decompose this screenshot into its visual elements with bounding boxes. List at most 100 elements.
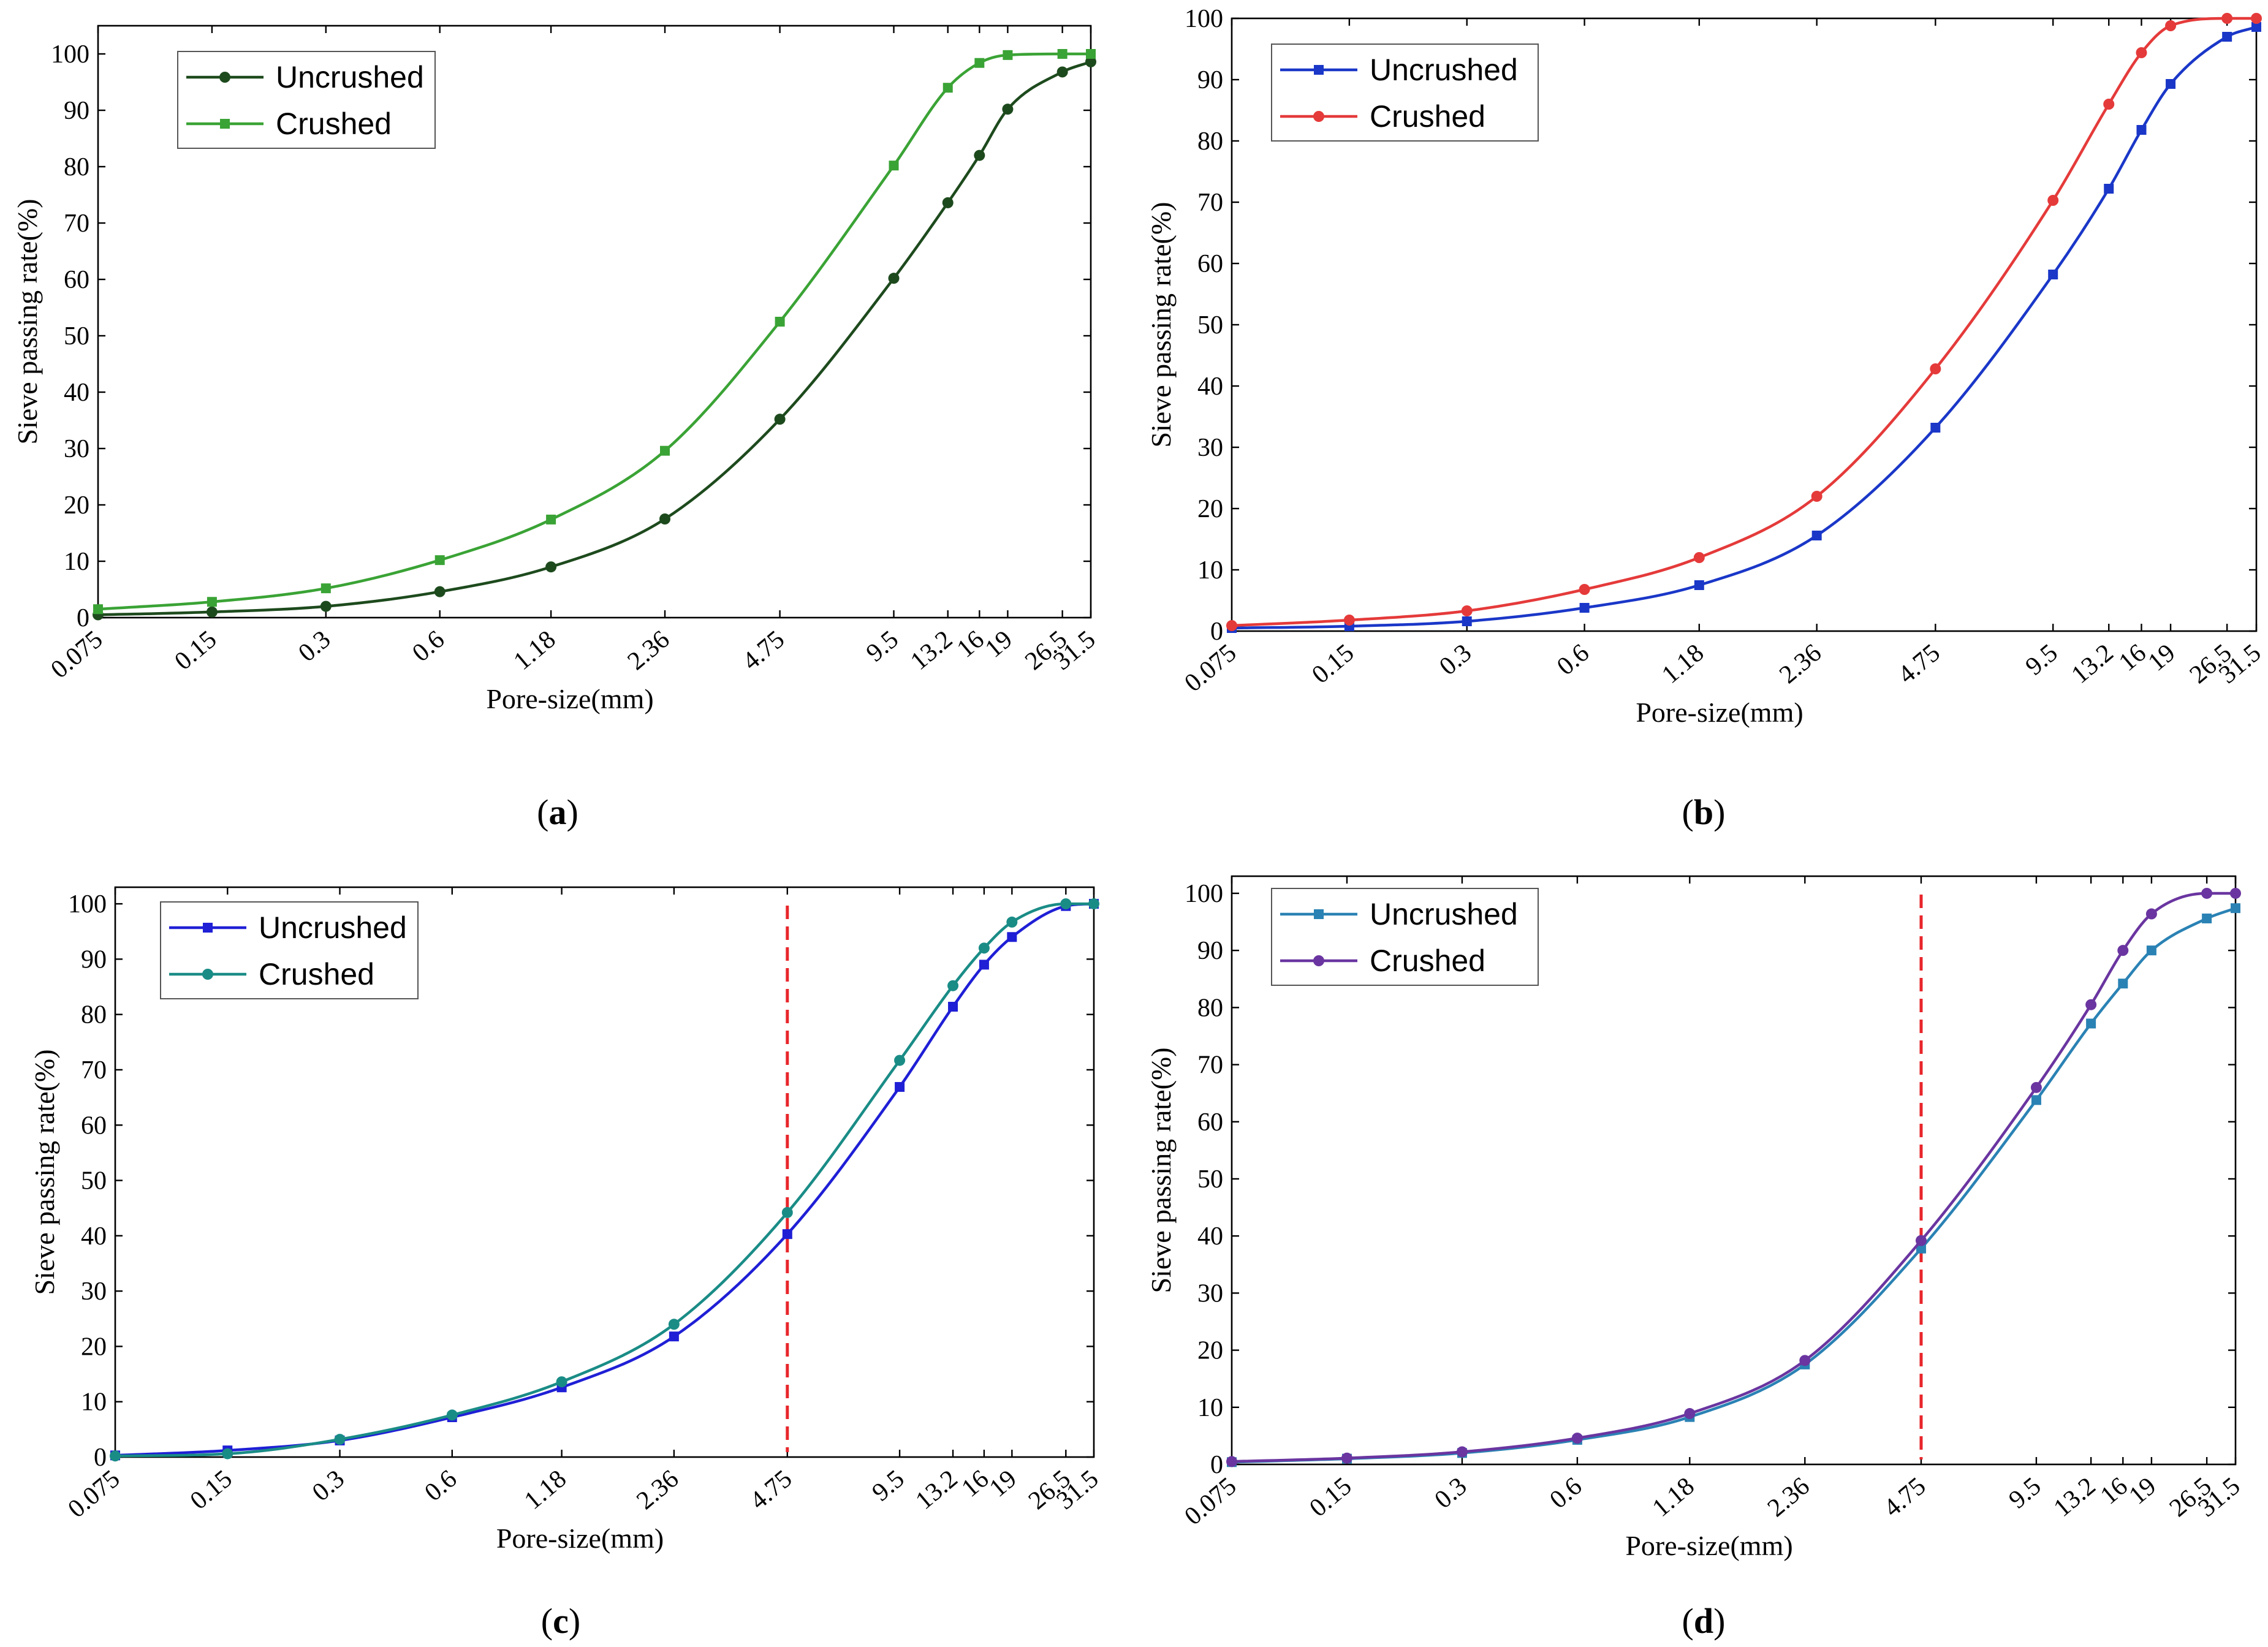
x-tick-label: 2.36 bbox=[1762, 1472, 1815, 1522]
data-point-crushed bbox=[2165, 20, 2177, 31]
y-tick-label: 10 bbox=[64, 548, 89, 576]
data-point-uncrushed bbox=[2166, 79, 2176, 89]
plot-frame bbox=[1231, 875, 2237, 1466]
x-tick-label: 19 bbox=[2124, 1472, 2162, 1510]
data-point-uncrushed bbox=[659, 513, 671, 524]
data-point-uncrushed bbox=[320, 600, 332, 612]
y-tick-label: 10 bbox=[1197, 556, 1223, 585]
x-tick-label: 1.18 bbox=[509, 625, 561, 675]
panel-caption: (b) bbox=[1682, 792, 1726, 832]
legend-box bbox=[177, 51, 436, 149]
data-point-crushed bbox=[1088, 898, 1099, 910]
y-tick-label: 80 bbox=[1197, 127, 1223, 156]
caption-letter: b bbox=[1694, 792, 1713, 832]
data-point-uncrushed bbox=[974, 150, 985, 161]
data-point-uncrushed bbox=[782, 1229, 792, 1240]
x-tick-label: 2.36 bbox=[631, 1464, 684, 1515]
caption-close-paren: ) bbox=[1713, 792, 1725, 832]
legend-swatch-marker bbox=[1314, 65, 1324, 75]
data-point-crushed bbox=[942, 83, 953, 93]
data-point-crushed bbox=[2221, 13, 2233, 24]
legend: Uncrushed Crushed bbox=[160, 901, 419, 999]
y-tick-label: 100 bbox=[68, 890, 107, 918]
data-point-crushed bbox=[2251, 13, 2262, 24]
chart-panel-a: 0 10 20 30 40 50 60 70 80 90 100 0.075 0.15 0.3 0.6 1.1… bbox=[12, 25, 1101, 832]
data-point-uncrushed bbox=[206, 606, 218, 618]
data-point-crushed bbox=[1226, 620, 1237, 631]
caption-open-paren: ( bbox=[537, 792, 548, 832]
y-tick-label: 60 bbox=[1197, 250, 1223, 278]
data-point-crushed bbox=[2145, 908, 2157, 920]
data-point-uncrushed bbox=[2231, 903, 2240, 914]
y-tick-label: 40 bbox=[1197, 1222, 1223, 1251]
data-point-uncrushed bbox=[1916, 1243, 1926, 1254]
data-point-crushed bbox=[1799, 1355, 1811, 1366]
data-point-crushed bbox=[1006, 916, 1018, 928]
x-tick-label: 4.75 bbox=[1879, 1472, 1932, 1522]
x-tick-label: 13.2 bbox=[2049, 1472, 2101, 1522]
x-tick-label: 19 bbox=[2143, 638, 2181, 676]
data-point-uncrushed bbox=[1007, 932, 1017, 942]
data-point-crushed bbox=[1341, 1452, 1352, 1464]
y-tick-label: 0 bbox=[1210, 618, 1223, 646]
data-point-uncrushed bbox=[1056, 66, 1068, 78]
legend-label: Uncrushed bbox=[276, 60, 424, 94]
y-tick-label: 30 bbox=[1197, 434, 1223, 462]
x-tick-label: 2.36 bbox=[623, 625, 675, 675]
x-tick-label: 4.75 bbox=[737, 625, 790, 675]
legend-box bbox=[160, 901, 419, 999]
data-point-uncrushed bbox=[948, 1002, 958, 1012]
caption-letter: a bbox=[549, 792, 567, 832]
data-point-crushed bbox=[2047, 195, 2059, 206]
x-tick-label: 0.075 bbox=[45, 625, 108, 684]
data-point-uncrushed bbox=[2086, 1018, 2096, 1029]
y-axis-title: Sieve passing rate(%) bbox=[1145, 1047, 1177, 1293]
data-point-crushed bbox=[1343, 615, 1355, 626]
x-axis-title: Pore-size(mm) bbox=[496, 1523, 664, 1554]
chart-panel-d: 0 10 20 30 40 50 60 70 80 90 100 0.075 0.15 0.3 0.6 1.1… bbox=[1145, 875, 2245, 1641]
x-axis-title: Pore-size(mm) bbox=[1636, 697, 1803, 728]
data-point-crushed bbox=[556, 1376, 567, 1388]
data-point-crushed bbox=[1930, 363, 1941, 374]
data-point-uncrushed bbox=[1462, 616, 1472, 626]
data-point-crushed bbox=[2230, 887, 2241, 899]
legend-box bbox=[1271, 888, 1539, 986]
data-point-uncrushed bbox=[979, 960, 989, 970]
legend-label: Crushed bbox=[259, 957, 374, 991]
data-point-crushed bbox=[2117, 945, 2129, 956]
data-point-crushed bbox=[1579, 584, 1590, 595]
data-point-crushed bbox=[320, 583, 331, 594]
legend-swatch-marker bbox=[1313, 955, 1324, 966]
y-tick-label: 20 bbox=[1197, 1337, 1223, 1365]
series-line-crushed bbox=[1231, 17, 2256, 627]
y-tick-label: 70 bbox=[64, 210, 89, 238]
y-tick-label: 100 bbox=[1185, 5, 1223, 33]
y-tick-label: 100 bbox=[1185, 880, 1223, 908]
legend-swatch-marker bbox=[1313, 111, 1324, 122]
data-point-crushed bbox=[446, 1409, 458, 1421]
legend: Uncrushed Crushed bbox=[1271, 888, 1539, 986]
y-tick-label: 90 bbox=[64, 97, 89, 125]
data-point-crushed bbox=[1226, 1456, 1237, 1467]
y-tick-label: 50 bbox=[81, 1167, 107, 1195]
y-tick-label: 70 bbox=[1197, 1051, 1223, 1080]
caption-close-paren: ) bbox=[1713, 1601, 1725, 1641]
y-axis-title: Sieve passing rate(%) bbox=[12, 199, 43, 444]
data-point-crushed bbox=[1571, 1433, 1583, 1444]
y-tick-label: 0 bbox=[94, 1444, 107, 1472]
data-point-uncrushed bbox=[1694, 580, 1704, 590]
data-point-uncrushed bbox=[895, 1081, 905, 1092]
data-point-uncrushed bbox=[2146, 945, 2156, 956]
data-point-uncrushed bbox=[1085, 56, 1096, 67]
data-point-crushed bbox=[781, 1206, 793, 1218]
x-tick-label: 0.15 bbox=[185, 1464, 238, 1515]
data-point-crushed bbox=[1693, 552, 1705, 563]
data-point-crushed bbox=[2085, 999, 2097, 1010]
data-point-uncrushed bbox=[1811, 531, 1822, 540]
series-line-crushed bbox=[115, 902, 1094, 1458]
data-point-crushed bbox=[110, 1450, 121, 1462]
data-point-crushed bbox=[93, 604, 103, 615]
data-point-uncrushed bbox=[545, 561, 557, 573]
data-point-crushed bbox=[974, 58, 985, 68]
